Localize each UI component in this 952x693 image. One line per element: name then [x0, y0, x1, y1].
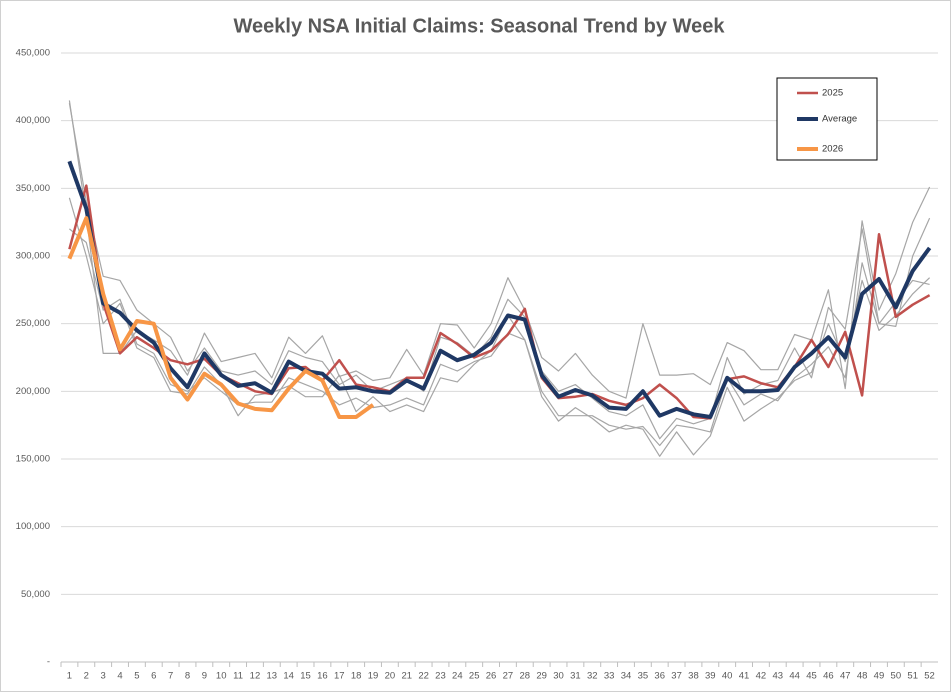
x-tick-label: 4 — [117, 671, 122, 682]
x-tick-label: 11 — [233, 671, 243, 682]
x-tick-label: 30 — [553, 671, 564, 682]
x-tick-label: 12 — [250, 671, 261, 682]
x-tick-label: 29 — [536, 671, 547, 682]
x-tick-label: 5 — [134, 671, 139, 682]
y-tick-label: - — [47, 657, 50, 668]
x-tick-label: 40 — [722, 671, 733, 682]
y-tick-label: 250,000 — [16, 318, 50, 329]
chart-title: Weekly NSA Initial Claims: Seasonal Tren… — [234, 15, 726, 37]
x-tick-label: 28 — [520, 671, 531, 682]
y-tick-label: 200,000 — [16, 386, 50, 397]
legend-box — [776, 77, 878, 161]
x-tick-label: 3 — [101, 671, 106, 682]
x-tick-label: 9 — [202, 671, 207, 682]
x-tick-label: 44 — [789, 671, 800, 682]
x-tick-label: 19 — [368, 671, 379, 682]
x-tick-label: 50 — [891, 671, 902, 682]
legend-label: Average — [822, 114, 857, 125]
x-tick-label: 39 — [705, 671, 716, 682]
x-tick-label: 35 — [638, 671, 649, 682]
history-line — [69, 228, 930, 447]
x-tick-label: 14 — [283, 671, 294, 682]
x-tick-label: 34 — [621, 671, 632, 682]
x-tick-label: 26 — [486, 671, 497, 682]
x-tick-label: 17 — [334, 671, 345, 682]
x-tick-label: 27 — [503, 671, 514, 682]
x-tick-label: 47 — [840, 671, 851, 682]
x-tick-label: 32 — [587, 671, 598, 682]
history-line — [68, 100, 931, 399]
x-tick-label: 46 — [823, 671, 834, 682]
y-tick-label: 450,000 — [16, 48, 50, 59]
x-tick-label: 2 — [84, 671, 89, 682]
x-tick-label: 33 — [604, 671, 615, 682]
x-tick-label: 22 — [418, 671, 429, 682]
x-tick-label: 42 — [756, 671, 767, 682]
x-tick-label: 41 — [739, 671, 750, 682]
x-tick-label: 31 — [570, 671, 581, 682]
x-tick-label: 6 — [151, 671, 156, 682]
x-tick-label: 7 — [168, 671, 173, 682]
x-tick-label: 13 — [267, 671, 278, 682]
x-tick-label: 18 — [351, 671, 362, 682]
y-tick-label: 50,000 — [21, 589, 50, 600]
y-tick-label: 350,000 — [16, 183, 50, 194]
y-tick-label: 150,000 — [16, 454, 50, 465]
x-tick-label: 1 — [67, 671, 72, 682]
x-tick-label: 38 — [688, 671, 699, 682]
x-tick-label: 48 — [857, 671, 868, 682]
legend-label: 2026 — [822, 144, 843, 155]
x-tick-label: 16 — [317, 671, 328, 682]
x-tick-label: 15 — [300, 671, 311, 682]
series-line — [67, 216, 375, 419]
x-tick-label: 52 — [924, 671, 935, 682]
x-tick-label: 10 — [216, 671, 227, 682]
x-tick-label: 23 — [435, 671, 446, 682]
legend-label: 2025 — [822, 88, 843, 99]
x-tick-label: 20 — [385, 671, 396, 682]
x-tick-label: 45 — [806, 671, 817, 682]
x-tick-label: 8 — [185, 671, 190, 682]
x-tick-label: 21 — [401, 671, 412, 682]
x-tick-label: 25 — [469, 671, 480, 682]
x-tick-label: 24 — [452, 671, 463, 682]
history-line — [68, 102, 931, 440]
x-tick-label: 43 — [772, 671, 783, 682]
x-tick-label: 36 — [654, 671, 665, 682]
y-tick-label: 100,000 — [16, 521, 50, 532]
x-tick-label: 37 — [671, 671, 682, 682]
y-tick-label: 400,000 — [16, 115, 50, 126]
x-tick-label: 49 — [874, 671, 885, 682]
y-tick-label: 300,000 — [16, 251, 50, 262]
x-tick-label: 51 — [907, 671, 918, 682]
series-line — [67, 160, 932, 419]
